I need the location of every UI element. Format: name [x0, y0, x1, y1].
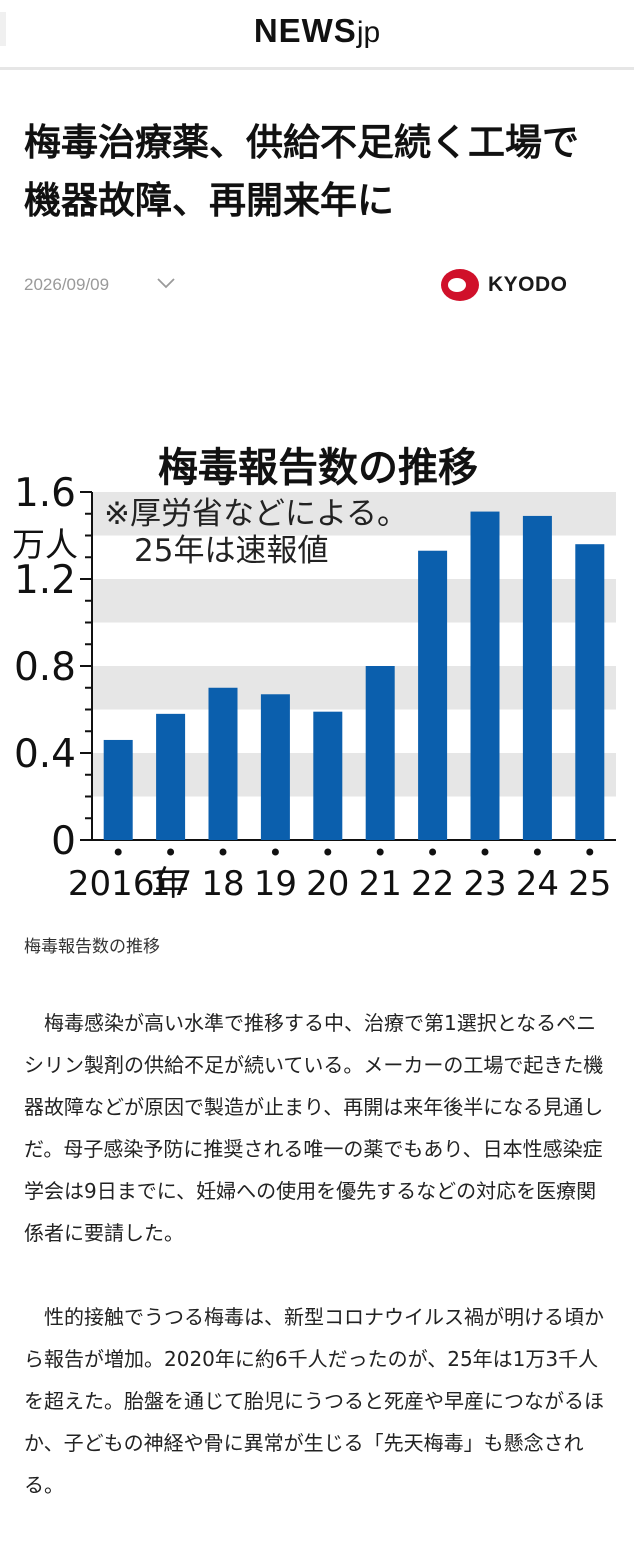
x-tick-dot: [586, 848, 594, 856]
header-edge: [0, 12, 6, 46]
article-body: 梅毒感染が高い水準で推移する中、治療で第1選択となるペニシリン製剤の供給不足が続…: [24, 1002, 612, 1548]
x-tick-label: 25: [568, 864, 611, 904]
source-name: KYODO: [488, 273, 568, 296]
y-unit-label: 万人: [12, 525, 78, 564]
article-date: 2026/09/09: [24, 275, 110, 294]
x-tick-dot: [114, 848, 122, 856]
logo-sub: jp: [356, 16, 381, 49]
bar-24: [522, 515, 552, 840]
logo-main: NEWS: [253, 12, 357, 49]
site-header: NEWSjp: [0, 0, 634, 70]
bar-21: [365, 666, 395, 840]
x-tick-label: 22: [411, 864, 454, 904]
bar-18: [208, 687, 238, 840]
bar-22: [418, 550, 448, 840]
y-tick-label: 1.6: [14, 471, 76, 516]
bar-23: [470, 511, 500, 840]
y-tick-label: 0.8: [14, 645, 76, 690]
x-tick-dot: [376, 848, 384, 856]
chart-note-source: ※厚労省などによる。: [104, 496, 408, 532]
bar-25: [575, 544, 605, 840]
site-logo[interactable]: NEWSjp: [0, 12, 634, 50]
x-tick-dot: [219, 848, 227, 856]
x-tick-dot: [533, 848, 541, 856]
x-tick-label: 17: [149, 864, 192, 904]
bar-17: [156, 713, 186, 840]
paragraph-2: 性的接触でうつる梅毒は、新型コロナウイルス禍が明ける頃から報告が増加。2020年…: [24, 1305, 604, 1497]
bar-19: [260, 694, 290, 840]
chart-title: 梅毒報告数の推移: [158, 445, 478, 491]
x-tick-dot: [429, 848, 437, 856]
x-tick-label: 19: [254, 864, 297, 904]
y-tick-label: 0: [51, 819, 76, 864]
bar-2016年: [103, 739, 133, 840]
x-tick-label: 20: [306, 864, 349, 904]
source-logo: KYODO: [440, 268, 568, 302]
x-tick-label: 24: [516, 864, 559, 904]
kyodo-logo-icon: [441, 269, 479, 301]
article-title: 梅毒治療薬、供給不足続く工場で機器故障、再開来年に: [24, 121, 579, 222]
x-tick-dot: [324, 848, 332, 856]
bar-20: [313, 711, 343, 840]
x-tick-dot: [481, 848, 489, 856]
x-tick-label: 2016年: [68, 864, 189, 904]
chevron-down-icon[interactable]: [156, 276, 176, 290]
image-caption: 梅毒報告数の推移: [24, 937, 160, 957]
x-tick-label: 18: [201, 864, 244, 904]
x-tick-dot: [271, 848, 279, 856]
paragraph-1: 梅毒感染が高い水準で推移する中、治療で第1選択となるペニシリン製剤の供給不足が続…: [24, 1011, 604, 1245]
syphilis-report-chart: 梅毒報告数の推移 万人 ※厚労省などによる。 25年は速報値 0 0.4 0.8 1.…: [0, 430, 634, 916]
y-tick-label: 0.4: [14, 732, 76, 777]
y-tick-label: 1.2: [14, 558, 76, 603]
x-tick-dot: [167, 848, 175, 856]
x-tick-label: 21: [359, 864, 402, 904]
chart-note-preliminary: 25年は速報値: [134, 533, 328, 569]
x-tick-label: 23: [463, 864, 506, 904]
